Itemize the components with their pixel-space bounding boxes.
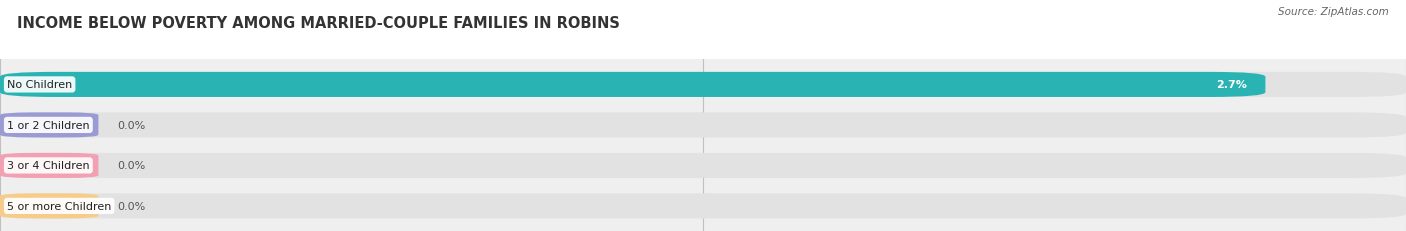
FancyBboxPatch shape — [0, 73, 1406, 97]
Text: Source: ZipAtlas.com: Source: ZipAtlas.com — [1278, 7, 1389, 17]
Text: 3 or 4 Children: 3 or 4 Children — [7, 161, 90, 171]
Text: INCOME BELOW POVERTY AMONG MARRIED-COUPLE FAMILIES IN ROBINS: INCOME BELOW POVERTY AMONG MARRIED-COUPL… — [17, 16, 620, 31]
FancyBboxPatch shape — [0, 194, 1406, 219]
Text: 1 or 2 Children: 1 or 2 Children — [7, 120, 90, 130]
Text: No Children: No Children — [7, 80, 72, 90]
FancyBboxPatch shape — [0, 73, 1265, 97]
FancyBboxPatch shape — [0, 113, 1406, 138]
Text: 5 or more Children: 5 or more Children — [7, 201, 111, 211]
Text: 0.0%: 0.0% — [117, 201, 145, 211]
Text: 0.0%: 0.0% — [117, 161, 145, 171]
Text: 2.7%: 2.7% — [1216, 80, 1247, 90]
FancyBboxPatch shape — [0, 153, 98, 178]
FancyBboxPatch shape — [0, 113, 98, 138]
Text: 0.0%: 0.0% — [117, 120, 145, 130]
FancyBboxPatch shape — [0, 153, 1406, 178]
FancyBboxPatch shape — [0, 194, 98, 219]
